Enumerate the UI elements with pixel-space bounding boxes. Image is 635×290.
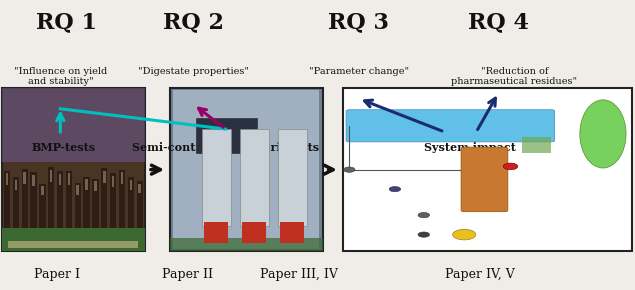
FancyBboxPatch shape bbox=[346, 110, 555, 142]
Bar bbox=[23, 172, 26, 184]
Bar bbox=[59, 174, 62, 185]
Bar bbox=[170, 238, 323, 251]
Text: RQ 4: RQ 4 bbox=[468, 12, 529, 34]
Circle shape bbox=[389, 186, 401, 192]
Bar bbox=[92, 179, 98, 235]
Bar bbox=[50, 170, 53, 182]
Bar bbox=[522, 137, 551, 153]
Circle shape bbox=[418, 213, 429, 218]
Bar bbox=[39, 184, 46, 235]
Text: Semi-continuous experiments: Semi-continuous experiments bbox=[132, 142, 319, 153]
Bar bbox=[110, 173, 116, 235]
Bar bbox=[128, 177, 134, 235]
Bar bbox=[138, 184, 141, 193]
Circle shape bbox=[504, 163, 518, 170]
Text: "Digestate properties": "Digestate properties" bbox=[138, 67, 249, 76]
Text: Paper III, IV: Paper III, IV bbox=[260, 268, 337, 281]
Bar bbox=[2, 88, 145, 162]
Text: "Influence on yield
and stability": "Influence on yield and stability" bbox=[14, 67, 107, 86]
Bar bbox=[278, 129, 307, 226]
Text: RQ 3: RQ 3 bbox=[328, 12, 389, 34]
Text: "Parameter change": "Parameter change" bbox=[309, 67, 409, 76]
Text: "Reduction of
pharmaseutical residues": "Reduction of pharmaseutical residues" bbox=[451, 67, 577, 86]
Bar bbox=[30, 172, 37, 235]
Bar bbox=[170, 88, 323, 251]
Text: BMP-tests: BMP-tests bbox=[32, 142, 95, 153]
Bar bbox=[57, 171, 64, 235]
Bar bbox=[6, 173, 8, 185]
Bar bbox=[196, 118, 257, 153]
Text: Paper I: Paper I bbox=[34, 268, 80, 281]
Bar bbox=[8, 242, 138, 248]
Bar bbox=[85, 180, 88, 190]
Bar bbox=[130, 180, 132, 190]
Bar bbox=[66, 171, 72, 235]
Bar bbox=[112, 176, 114, 187]
Text: Paper II: Paper II bbox=[162, 268, 213, 281]
Bar bbox=[13, 177, 19, 235]
Bar bbox=[74, 183, 81, 235]
Bar bbox=[202, 129, 231, 226]
Bar bbox=[137, 182, 143, 235]
Circle shape bbox=[453, 229, 476, 240]
Ellipse shape bbox=[580, 100, 626, 168]
Circle shape bbox=[344, 167, 355, 172]
Bar bbox=[280, 222, 304, 243]
Bar bbox=[41, 186, 44, 195]
Bar bbox=[22, 169, 28, 235]
Bar bbox=[15, 180, 17, 190]
Bar bbox=[76, 185, 79, 195]
Bar bbox=[119, 170, 125, 235]
Bar bbox=[173, 90, 319, 249]
Bar bbox=[48, 167, 55, 235]
Bar bbox=[83, 177, 90, 235]
Bar bbox=[32, 175, 35, 186]
Bar bbox=[2, 88, 145, 251]
Text: System impact: System impact bbox=[424, 142, 516, 153]
Bar bbox=[4, 171, 10, 235]
FancyBboxPatch shape bbox=[461, 147, 508, 212]
Text: RQ 1: RQ 1 bbox=[36, 12, 97, 34]
Text: RQ 2: RQ 2 bbox=[163, 12, 224, 34]
Bar bbox=[103, 171, 105, 182]
Bar bbox=[2, 228, 145, 251]
Bar bbox=[94, 181, 97, 191]
Bar bbox=[204, 222, 228, 243]
Text: Paper IV, V: Paper IV, V bbox=[444, 268, 514, 281]
Bar bbox=[121, 173, 123, 184]
Bar bbox=[101, 168, 107, 235]
Bar bbox=[68, 173, 70, 185]
Bar bbox=[240, 129, 269, 226]
Bar bbox=[343, 88, 632, 251]
Bar bbox=[242, 222, 266, 243]
Circle shape bbox=[418, 232, 429, 237]
